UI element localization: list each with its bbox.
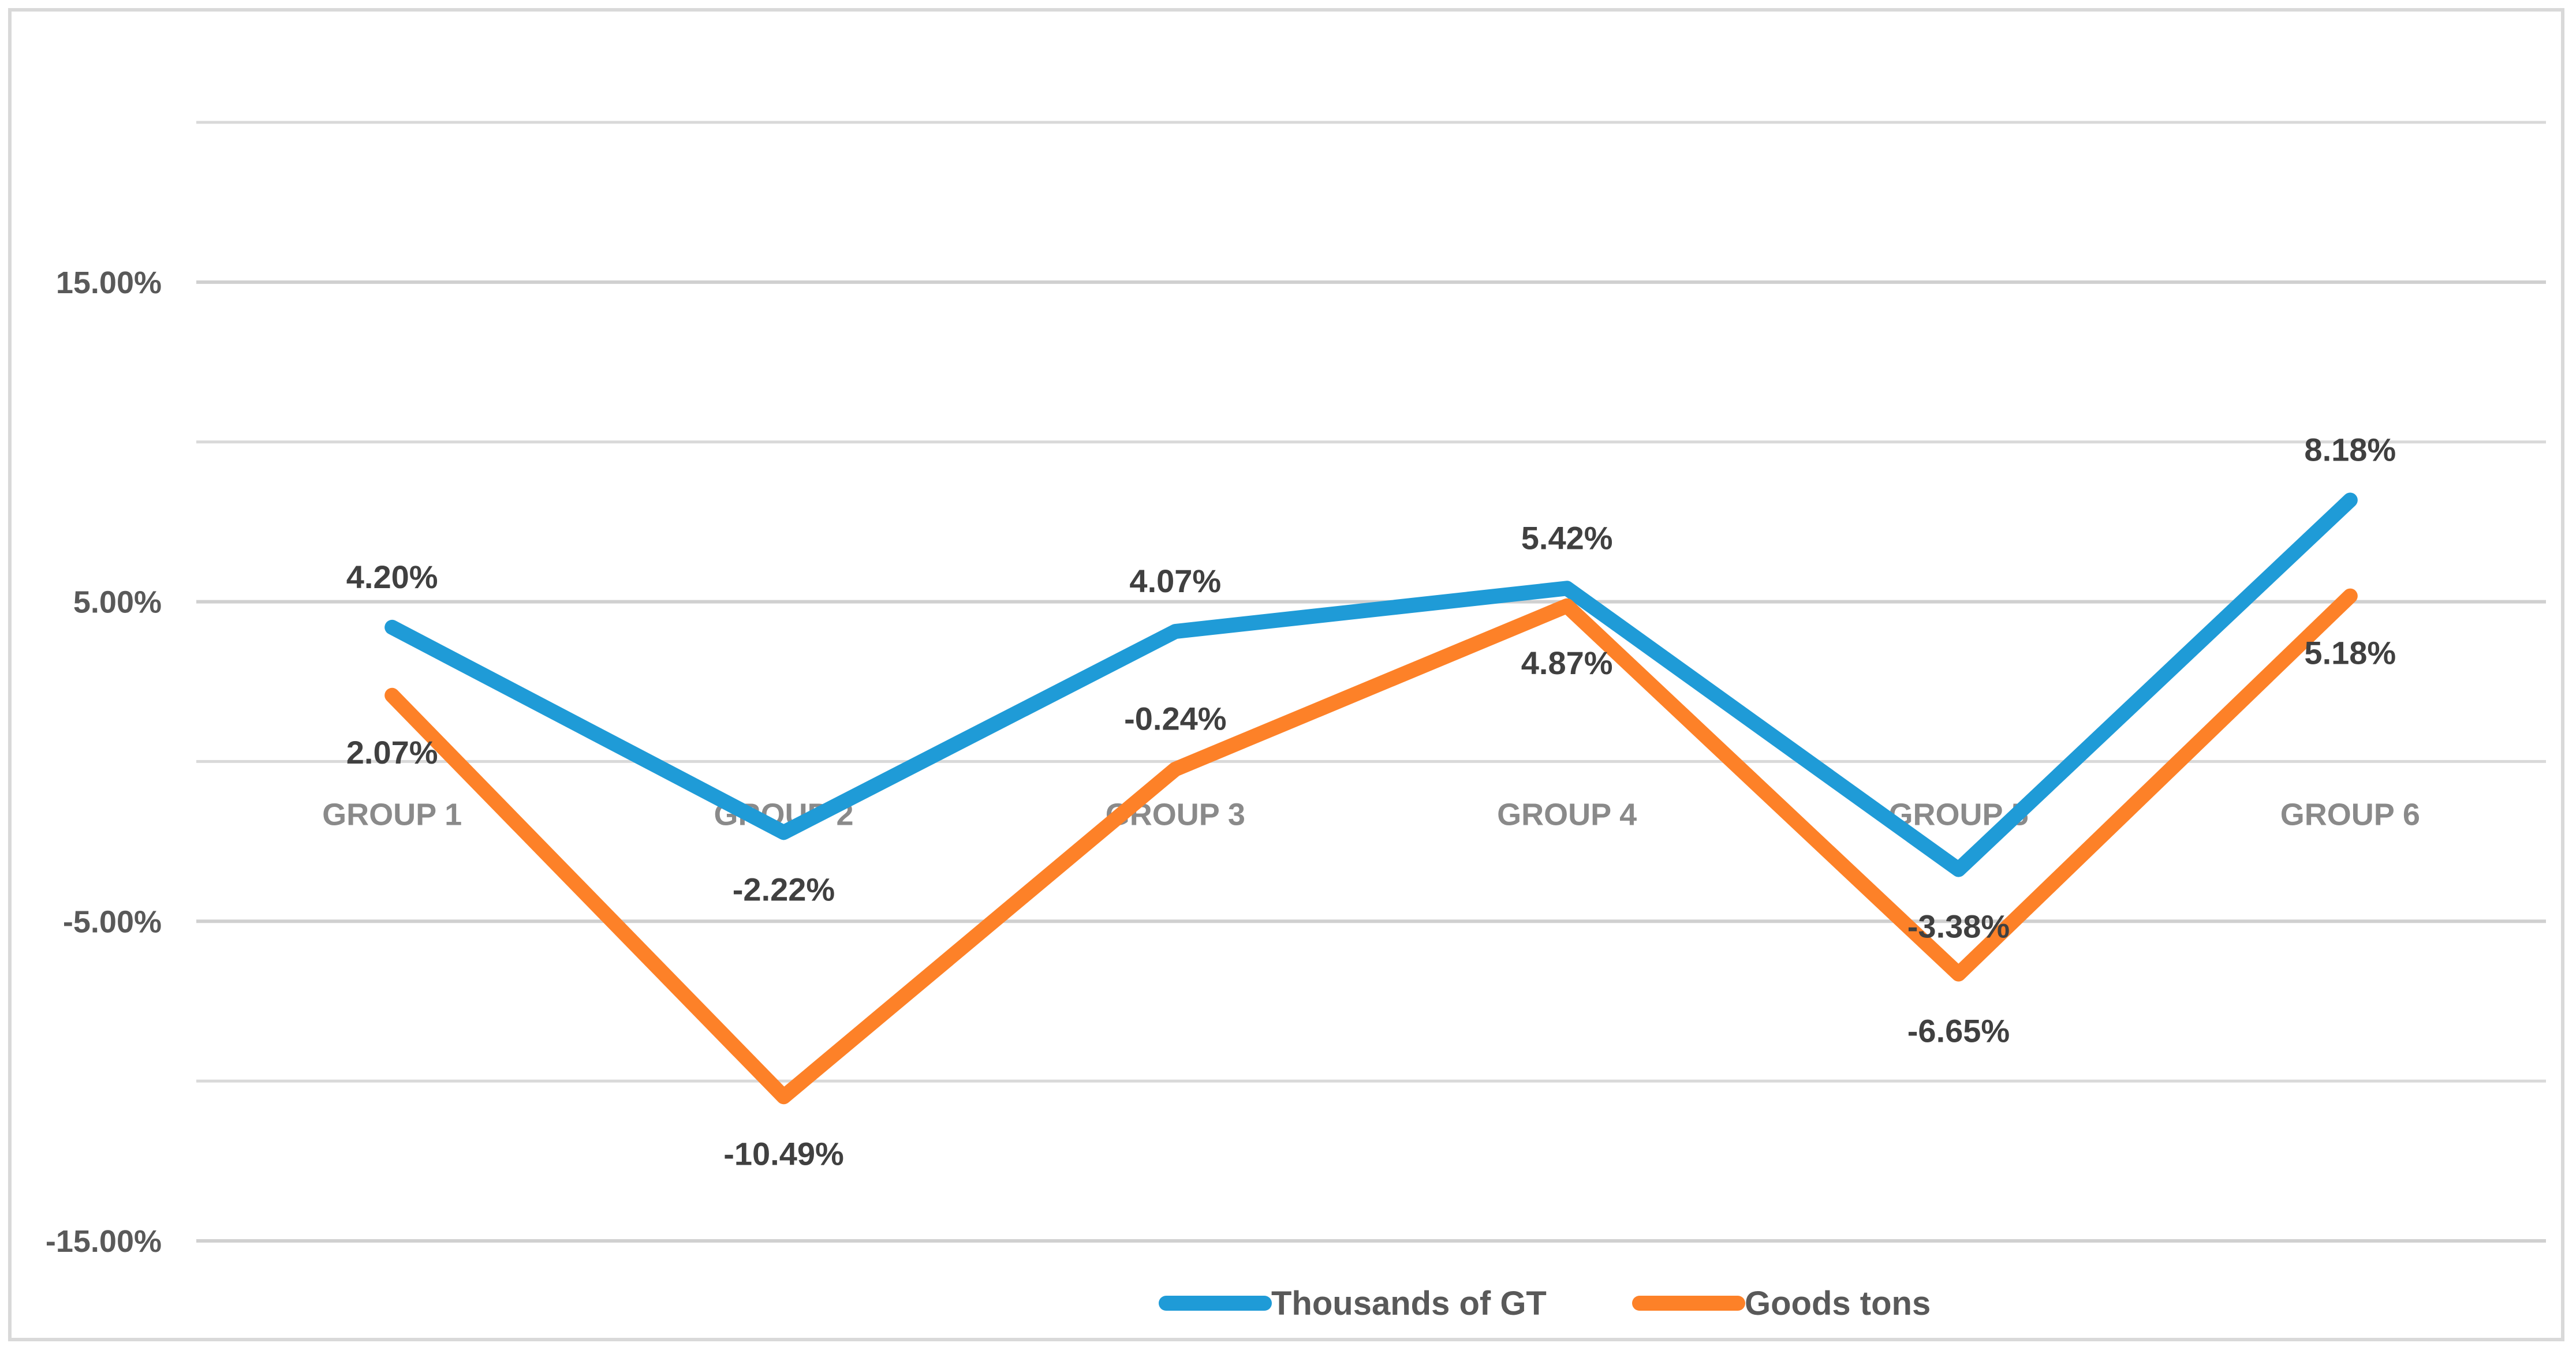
data-label: -6.65% xyxy=(1907,1013,2010,1049)
data-label: 2.07% xyxy=(346,734,438,770)
series-line-thousands-of-gt xyxy=(384,492,2358,877)
legend: Thousands of GT Goods tons xyxy=(1159,1285,1931,1322)
data-label: 4.07% xyxy=(1129,563,1221,599)
data-label: 8.18% xyxy=(2304,431,2396,467)
y-axis-ticks: 15.00% 5.00% -5.00% -15.00% xyxy=(46,265,162,1259)
data-label: -2.22% xyxy=(733,871,835,907)
data-label: -3.38% xyxy=(1907,908,2010,945)
legend-label-goods-tons: Goods tons xyxy=(1745,1285,1931,1322)
y-tick-label: -5.00% xyxy=(63,904,162,939)
legend-label-thousands-of-gt: Thousands of GT xyxy=(1271,1285,1547,1322)
series-lines xyxy=(384,492,2358,1105)
chart-frame xyxy=(8,8,2564,1341)
data-label: -10.49% xyxy=(723,1135,844,1172)
x-tick-label: GROUP 4 xyxy=(1497,797,1637,832)
data-label: 4.20% xyxy=(346,559,438,595)
y-tick-label: -15.00% xyxy=(46,1224,162,1259)
x-tick-label: GROUP 6 xyxy=(2280,797,2420,832)
gridlines xyxy=(196,121,2546,1243)
x-tick-label: GROUP 1 xyxy=(322,797,462,832)
data-label: 4.87% xyxy=(1521,645,1613,681)
y-tick-label: 15.00% xyxy=(56,265,162,300)
data-label: 5.18% xyxy=(2304,635,2396,671)
y-tick-label: 5.00% xyxy=(73,585,162,620)
series-line-goods-tons xyxy=(384,588,2358,1105)
data-label: 5.42% xyxy=(1521,519,1613,556)
data-labels: 4.20% -2.22% 4.07% 5.42% -3.38% 8.18% 2.07% -10… xyxy=(346,431,2396,1172)
data-label: -0.24% xyxy=(1124,701,1226,737)
